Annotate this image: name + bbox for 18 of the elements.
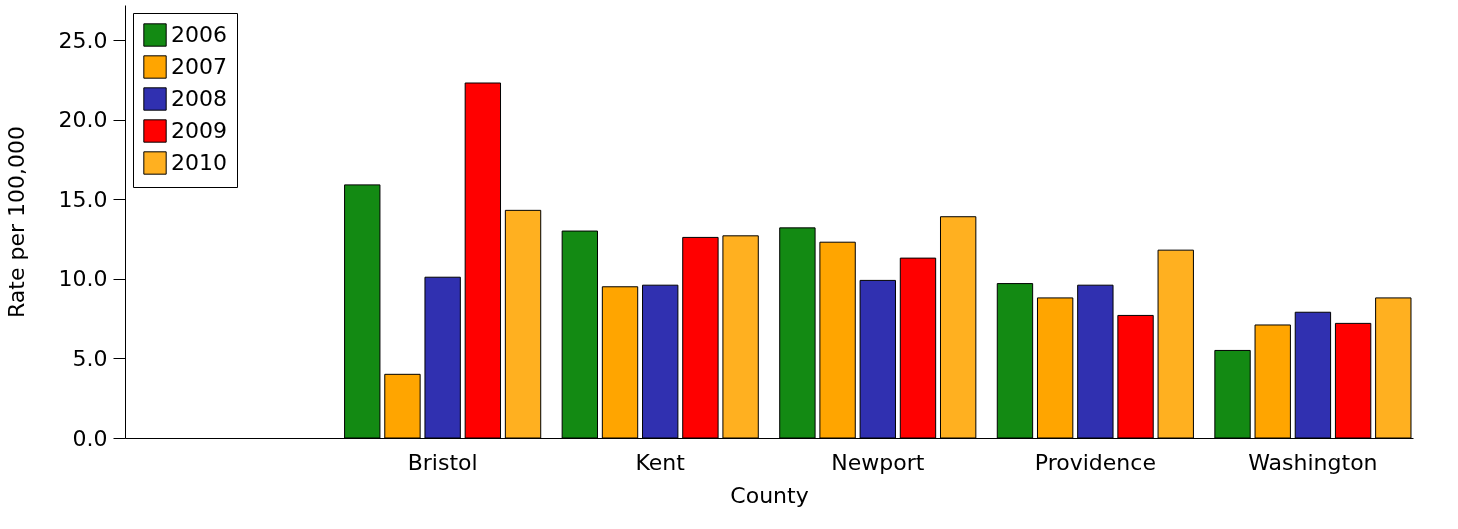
legend-label: 2006	[171, 22, 227, 47]
x-axis-title: County	[730, 482, 809, 508]
y-tick-label: 5.0	[72, 345, 108, 371]
legend-label: 2008	[171, 86, 227, 111]
y-tick-label: 20.0	[58, 107, 108, 133]
y-tick-label: 25.0	[58, 27, 108, 53]
x-tick-label: Newport	[831, 449, 925, 475]
y-tick-label: 10.0	[58, 266, 108, 292]
legend-label: 2010	[171, 150, 227, 175]
y-tick-label: 15.0	[58, 186, 108, 212]
x-tick-label: Washington	[1248, 449, 1378, 475]
legend-label: 2007	[171, 54, 227, 79]
y-tick-label: 0.0	[72, 425, 108, 451]
x-tick-label: Bristol	[407, 449, 478, 475]
x-tick-label: Providence	[1034, 449, 1156, 475]
x-tick-label: Kent	[635, 449, 686, 475]
legend-label: 2009	[171, 118, 227, 143]
y-axis-title: Rate per 100,000	[3, 126, 29, 318]
